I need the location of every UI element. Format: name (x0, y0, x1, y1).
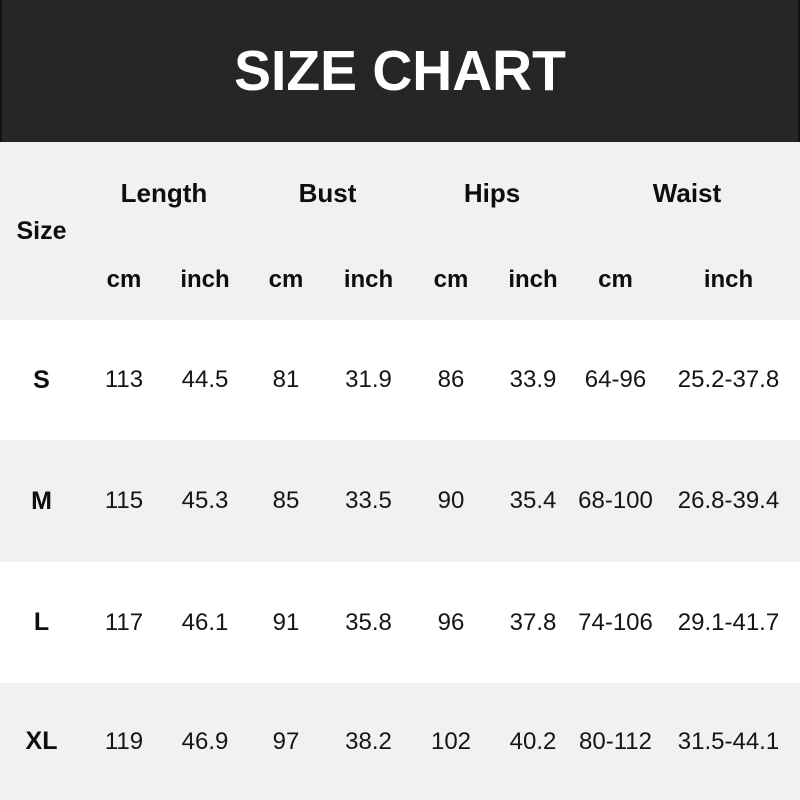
size-cell: M (31, 486, 52, 515)
value-cell: 113 (104, 366, 144, 393)
value-cell: 97 (272, 727, 300, 755)
unit-header-waist-inch: inch (703, 266, 754, 293)
value-cell: 31.9 (345, 366, 392, 393)
value-cell: 33.9 (509, 366, 557, 393)
value-cell: 85 (272, 487, 300, 514)
value-cell: 38.2 (345, 727, 392, 755)
value-cell: 68-100 (578, 487, 653, 514)
column-group-header-length: Length (120, 178, 208, 208)
value-cell: 102 (430, 727, 472, 755)
unit-header-length-inch: inch (180, 266, 230, 293)
value-cell: 44.5 (181, 366, 229, 393)
value-cell: 29.1-41.7 (677, 608, 780, 636)
unit-header-bust-inch: inch (343, 266, 394, 293)
value-cell: 80-112 (579, 727, 652, 755)
unit-header-waist-cm: cm (598, 266, 633, 293)
value-cell: 31.5-44.1 (677, 727, 780, 755)
value-cell: 90 (437, 487, 465, 514)
table-row-m: M 115 45.3 85 33.5 90 35.4 68-100 26.8-3… (0, 440, 800, 562)
value-cell: 46.9 (181, 727, 229, 755)
size-column-header: Size (16, 216, 67, 245)
value-cell: 26.8-39.4 (677, 487, 780, 514)
value-cell: 45.3 (181, 487, 229, 514)
value-cell: 86 (437, 366, 465, 393)
value-cell: 33.5 (345, 487, 392, 514)
size-cell: S (33, 365, 50, 394)
value-cell: 119 (104, 727, 144, 755)
column-group-header-bust: Bust (298, 178, 357, 208)
size-chart-banner: SIZE CHART (0, 0, 800, 142)
size-cell: XL (25, 727, 58, 755)
value-cell: 64-96 (584, 366, 647, 393)
table-header: Size Length Bust Hips Waist cm inch cm i… (0, 142, 800, 320)
value-cell: 35.8 (345, 608, 392, 636)
table-row-xl: XL 119 46.9 97 38.2 102 40.2 80-112 31.5… (0, 683, 800, 800)
size-cell: L (33, 608, 50, 636)
value-cell: 117 (104, 608, 144, 636)
column-group-header-hips: Hips (463, 178, 521, 208)
table-row-l: L 117 46.1 91 35.8 96 37.8 74-106 29.1-4… (0, 562, 800, 683)
value-cell: 81 (272, 366, 300, 393)
value-cell: 91 (272, 608, 300, 636)
value-cell: 40.2 (509, 727, 557, 755)
value-cell: 46.1 (181, 608, 229, 636)
unit-header-length-cm: cm (106, 266, 142, 293)
value-cell: 25.2-37.8 (677, 366, 780, 393)
unit-header-hips-cm: cm (433, 266, 469, 293)
unit-header-bust-cm: cm (268, 266, 304, 293)
unit-header-hips-inch: inch (508, 266, 558, 293)
value-cell: 74-106 (578, 608, 653, 636)
page-title: SIZE CHART (234, 39, 566, 103)
table-row-s: S 113 44.5 81 31.9 86 33.9 64-96 25.2-37… (0, 320, 800, 440)
column-group-header-waist: Waist (652, 178, 722, 208)
value-cell: 96 (437, 608, 465, 636)
value-cell: 35.4 (509, 487, 557, 514)
value-cell: 115 (104, 487, 144, 514)
value-cell: 37.8 (509, 608, 557, 636)
